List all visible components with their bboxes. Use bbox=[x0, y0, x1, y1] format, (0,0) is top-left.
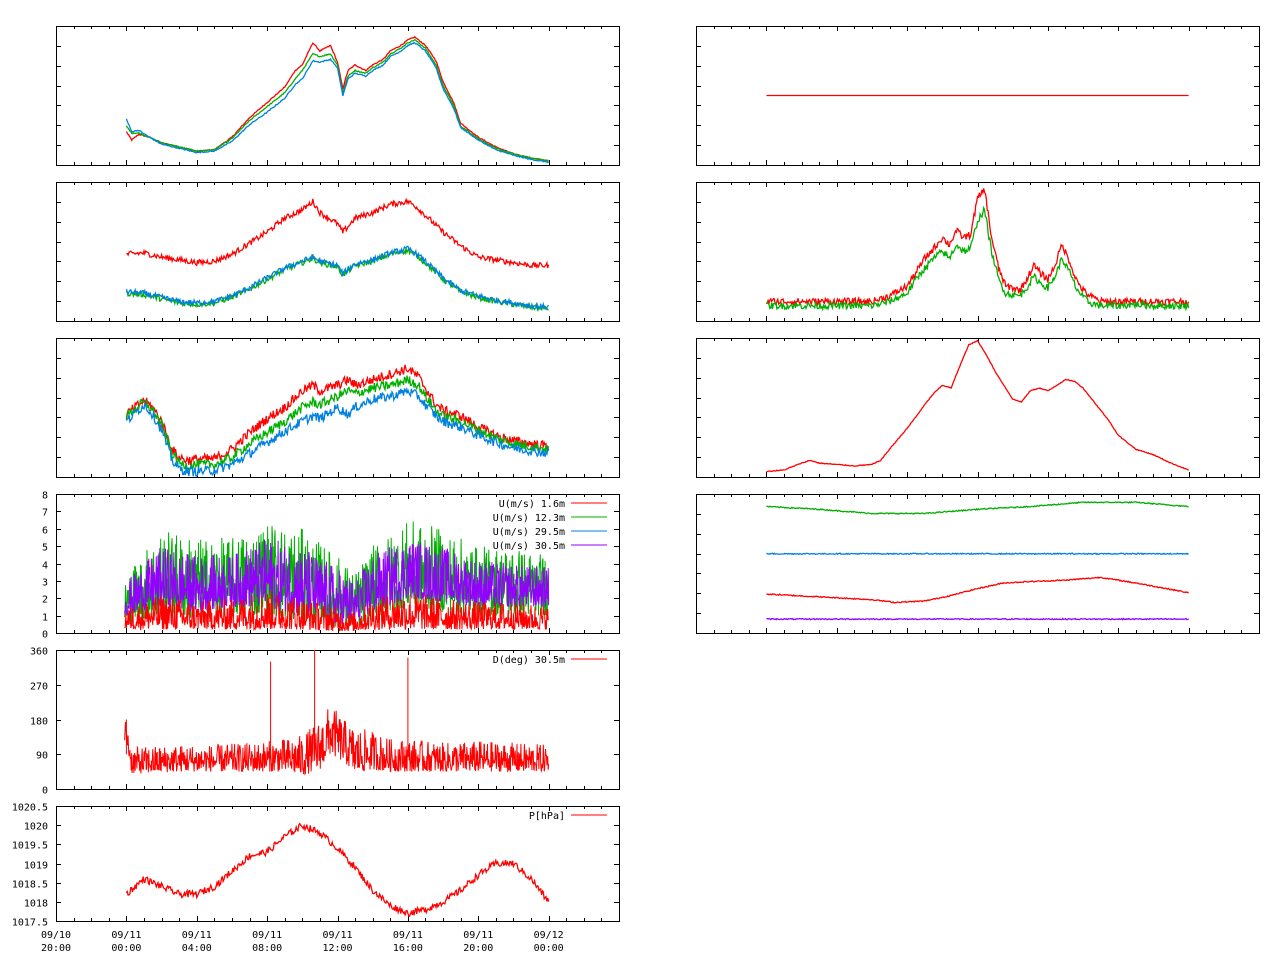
plot-area bbox=[765, 188, 1190, 312]
chart-panels: 0 1 2 3 4 5 6 7 8 U(m/s) 1.6m U(m/s) 12.3m U(m/s) 2… bbox=[12, 26, 1260, 929]
y-tick-label: 2 bbox=[42, 595, 48, 606]
legend-label: U(m/s) 12.3m bbox=[493, 513, 565, 524]
x-tick-time: 12:00 bbox=[322, 943, 352, 954]
x-tick-time: 16:00 bbox=[393, 943, 423, 954]
chart-panel-l5: 0 90 180 270 360 D(deg) 30.5m bbox=[30, 647, 620, 797]
series-line-red bbox=[766, 339, 1189, 473]
plot-area bbox=[766, 339, 1189, 473]
x-tick-date: 09/11 bbox=[322, 930, 352, 941]
series-line-red bbox=[124, 709, 550, 776]
x-tick-time: 20:00 bbox=[41, 943, 71, 954]
y-tick-label: 5 bbox=[42, 543, 48, 554]
y-tick-label: 1018.5 bbox=[12, 880, 48, 891]
legend-label: U(m/s) 29.5m bbox=[493, 527, 565, 538]
series-line-blue bbox=[125, 41, 549, 164]
plot-area bbox=[766, 500, 1189, 621]
series-line-green bbox=[124, 521, 550, 629]
series-line-red bbox=[766, 576, 1189, 604]
plot-area bbox=[125, 822, 550, 917]
series-line-red bbox=[125, 822, 550, 917]
y-tick-label: 270 bbox=[30, 682, 48, 693]
chart-panel-l6: 1017.5 1018 1018.5 1019 1019.5 1020 1020.5 P[hP… bbox=[12, 803, 620, 929]
series-line-blue bbox=[125, 387, 550, 477]
y-tick-label: 3 bbox=[42, 578, 48, 589]
plot-area bbox=[124, 521, 550, 632]
y-tick-label: 1019.5 bbox=[12, 841, 48, 852]
series-line-red bbox=[126, 197, 550, 269]
y-tick-label: 7 bbox=[42, 508, 48, 519]
series-line-red bbox=[124, 591, 549, 632]
legend-label: P[hPa] bbox=[529, 811, 565, 822]
y-tick-label: 8 bbox=[42, 491, 48, 502]
y-tick-label: 4 bbox=[42, 561, 48, 572]
plot-area bbox=[125, 35, 549, 164]
y-tick-label: 90 bbox=[36, 751, 48, 762]
plot-area bbox=[125, 364, 550, 477]
x-tick-time: 04:00 bbox=[182, 943, 212, 954]
y-tick-label: 6 bbox=[42, 526, 48, 537]
plot-area bbox=[125, 197, 550, 313]
y-tick-label: 1017.5 bbox=[12, 918, 48, 929]
y-tick-label: 180 bbox=[30, 717, 48, 728]
x-tick-time: 20:00 bbox=[463, 943, 493, 954]
y-tick-label: 1018 bbox=[24, 899, 48, 910]
y-tick-label: 1020 bbox=[24, 822, 48, 833]
legend-label: D(deg) 30.5m bbox=[493, 655, 565, 666]
y-tick-label: 1 bbox=[42, 613, 48, 624]
plot-area bbox=[124, 650, 550, 776]
x-tick-time: 00:00 bbox=[534, 943, 564, 954]
chart-panel-l2 bbox=[56, 182, 620, 322]
series-line-blue bbox=[125, 245, 549, 312]
chart-panel-r1 bbox=[696, 26, 1260, 166]
x-tick-date: 09/11 bbox=[252, 930, 282, 941]
chart-panel-l1 bbox=[56, 26, 620, 166]
x-tick-date: 09/12 bbox=[534, 930, 564, 941]
time-axis-labels: 09/10 20:00 09/11 00:00 09/11 04:00 09/11 08:00… bbox=[41, 930, 564, 954]
series-line-purple bbox=[766, 617, 1189, 621]
series-line-red bbox=[765, 188, 1190, 308]
series-line-purple bbox=[124, 539, 550, 625]
chart-panel-l4: 0 1 2 3 4 5 6 7 8 U(m/s) 1.6m U(m/s) 12.3m U(m/s) 2… bbox=[42, 491, 620, 641]
x-tick-date: 09/11 bbox=[111, 930, 141, 941]
series-line-blue bbox=[766, 552, 1189, 556]
y-tick-label: 1020.5 bbox=[12, 803, 48, 814]
y-tick-label: 360 bbox=[30, 647, 48, 658]
y-tick-label: 0 bbox=[42, 786, 48, 797]
series-line-green bbox=[766, 500, 1189, 515]
chart-panel-r4 bbox=[696, 494, 1260, 634]
x-tick-time: 00:00 bbox=[111, 943, 141, 954]
series-line-green bbox=[125, 375, 550, 471]
x-tick-time: 08:00 bbox=[252, 943, 282, 954]
x-tick-date: 09/11 bbox=[393, 930, 423, 941]
series-line-green bbox=[765, 205, 1190, 312]
x-tick-date: 09/11 bbox=[182, 930, 212, 941]
x-tick-date: 09/10 bbox=[41, 930, 71, 941]
legend-label: U(m/s) 1.6m bbox=[499, 499, 565, 510]
chart-panel-r2 bbox=[696, 182, 1260, 322]
y-tick-label: 0 bbox=[42, 630, 48, 641]
legend-label: U(m/s) 30.5m bbox=[493, 541, 565, 552]
chart-panel-l3 bbox=[56, 338, 620, 478]
x-tick-date: 09/11 bbox=[463, 930, 493, 941]
y-tick-label: 1019 bbox=[24, 861, 48, 872]
chart-panel-r3 bbox=[696, 338, 1260, 478]
